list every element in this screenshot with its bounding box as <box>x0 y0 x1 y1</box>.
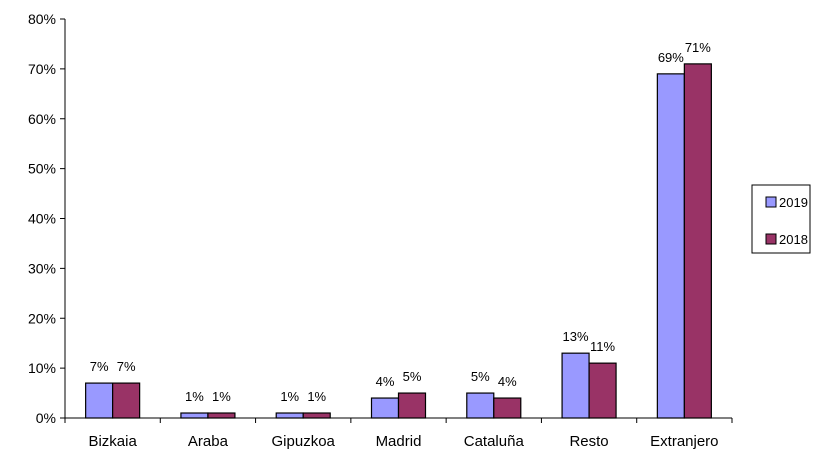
bar-2018-extranjero <box>683 63 712 419</box>
bar-2018-bizkaia <box>112 382 141 419</box>
bar-2019-araba <box>180 412 209 419</box>
bar-2018-resto <box>588 362 617 419</box>
y-tick-label: 10% <box>28 360 56 376</box>
y-tick-label: 0% <box>36 410 56 426</box>
bar-2019-gipuzkoa <box>275 412 304 419</box>
legend-box <box>751 184 811 254</box>
data-label: 69% <box>658 50 684 65</box>
x-tick-label: Madrid <box>376 433 422 450</box>
data-label: 4% <box>498 374 517 389</box>
data-label: 5% <box>471 369 490 384</box>
y-tick-label: 80% <box>28 11 56 27</box>
legend-swatch <box>765 196 777 208</box>
data-label: 1% <box>280 389 299 404</box>
bar-2019-resto <box>561 352 590 419</box>
data-label: 1% <box>307 389 326 404</box>
bar-2018-cataluña <box>493 397 522 419</box>
y-tick-label: 70% <box>28 61 56 77</box>
y-tick-label: 60% <box>28 111 56 127</box>
data-label: 7% <box>90 359 109 374</box>
bar-2019-madrid <box>370 397 400 419</box>
x-tick-label: Resto <box>569 433 608 450</box>
legend-label: 2019 <box>779 195 808 210</box>
bar-2018-madrid <box>397 392 427 419</box>
x-tick-label: Gipuzkoa <box>272 433 336 450</box>
y-tick-label: 20% <box>28 310 56 326</box>
y-tick-label: 50% <box>28 161 56 177</box>
bar-2019-cataluña <box>466 392 495 419</box>
x-tick-label: Bizkaia <box>88 433 137 450</box>
bar-2019-extranjero <box>656 73 685 419</box>
bar-2018-gipuzkoa <box>302 412 331 419</box>
y-tick-label: 30% <box>28 260 56 276</box>
data-label: 7% <box>117 359 136 374</box>
legend-label: 2018 <box>779 232 808 247</box>
bar-2018-araba <box>207 412 236 419</box>
x-tick-label: Extranjero <box>650 433 718 450</box>
data-label: 13% <box>563 329 589 344</box>
bar-2019-bizkaia <box>85 382 114 419</box>
data-label: 1% <box>185 389 204 404</box>
data-label: 5% <box>403 369 422 384</box>
data-label: 11% <box>590 339 615 354</box>
data-label: 1% <box>212 389 231 404</box>
x-tick-label: Araba <box>188 433 229 450</box>
data-label: 4% <box>376 374 395 389</box>
data-label: 71% <box>685 40 711 55</box>
legend-swatch <box>765 233 777 245</box>
y-tick-label: 40% <box>28 211 56 227</box>
x-tick-label: Cataluña <box>464 433 525 450</box>
